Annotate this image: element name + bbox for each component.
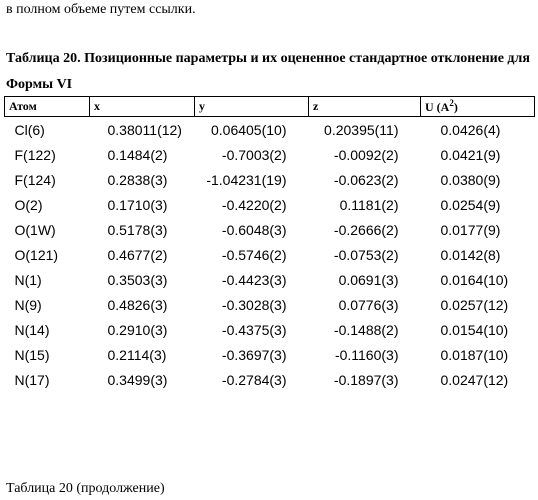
cell-u: 0.0380(9) [421, 167, 535, 192]
header-x: x [90, 97, 195, 117]
header-u: U (A2) [421, 97, 535, 117]
cell-x: 0.3499(3) [90, 367, 195, 392]
positional-parameters-table: Атом x y z U (A2) Cl(6)0.38011(12)0.0640… [4, 96, 535, 392]
cell-atom: N(9) [5, 292, 90, 317]
table-row: N(14)0.2910(3)-0.4375(3)-0.1488(2)0.0154… [5, 317, 535, 342]
cell-atom: O(1W) [5, 217, 90, 242]
cell-atom: F(124) [5, 167, 90, 192]
cell-u: 0.0177(9) [421, 217, 535, 242]
cell-x: 0.2114(3) [90, 342, 195, 367]
table-row: F(122)0.1484(2)-0.7003(2)-0.0092(2)0.042… [5, 142, 535, 167]
cell-y: -0.4220(2) [195, 192, 309, 217]
cell-u: 0.0257(12) [421, 292, 535, 317]
table-row: N(17)0.3499(3)-0.2784(3)-0.1897(3)0.0247… [5, 367, 535, 392]
cell-x: 0.38011(12) [90, 117, 195, 143]
intro-text-fragment: в полном объеме путем ссылки. [6, 2, 196, 18]
table-row: O(121)0.4677(2)-0.5746(2)-0.0753(2)0.014… [5, 242, 535, 267]
header-u-prefix: U (A [425, 100, 449, 114]
cell-y: -0.6048(3) [195, 217, 309, 242]
cell-z: -0.1160(3) [309, 342, 421, 367]
header-u-suffix: ) [454, 100, 458, 114]
header-y: y [195, 97, 309, 117]
cell-y: -0.5746(2) [195, 242, 309, 267]
cell-z: -0.1897(3) [309, 367, 421, 392]
cell-x: 0.3503(3) [90, 267, 195, 292]
cell-x: 0.1710(3) [90, 192, 195, 217]
cell-y: -0.2784(3) [195, 367, 309, 392]
table-row: O(2)0.1710(3)-0.4220(2)0.1181(2)0.0254(9… [5, 192, 535, 217]
cell-z: 0.1181(2) [309, 192, 421, 217]
cell-x: 0.4677(2) [90, 242, 195, 267]
table-row: O(1W)0.5178(3)-0.6048(3)-0.2666(2)0.0177… [5, 217, 535, 242]
cell-z: 0.0776(3) [309, 292, 421, 317]
cell-atom: Cl(6) [5, 117, 90, 143]
cell-y: -0.4375(3) [195, 317, 309, 342]
cell-z: 0.20395(11) [309, 117, 421, 143]
cell-atom: O(2) [5, 192, 90, 217]
cell-atom: O(121) [5, 242, 90, 267]
cell-z: -0.2666(2) [309, 217, 421, 242]
cell-z: -0.0623(2) [309, 167, 421, 192]
header-atom: Атом [5, 97, 90, 117]
cell-y: -0.4423(3) [195, 267, 309, 292]
table-row: N(1)0.3503(3)-0.4423(3)0.0691(3)0.0164(1… [5, 267, 535, 292]
cell-y: 0.06405(10) [195, 117, 309, 143]
table-header-row: Атом x y z U (A2) [5, 97, 535, 117]
cell-x: 0.4826(3) [90, 292, 195, 317]
cell-z: -0.0092(2) [309, 142, 421, 167]
table-continuation-caption: Таблица 20 (продолжение) [6, 481, 165, 497]
cell-x: 0.1484(2) [90, 142, 195, 167]
cell-z: 0.0691(3) [309, 267, 421, 292]
cell-y: -1.04231(19) [195, 167, 309, 192]
cell-atom: N(1) [5, 267, 90, 292]
cell-z: -0.0753(2) [309, 242, 421, 267]
cell-u: 0.0154(10) [421, 317, 535, 342]
cell-u: 0.0142(8) [421, 242, 535, 267]
cell-atom: N(17) [5, 367, 90, 392]
cell-y: -0.3028(3) [195, 292, 309, 317]
table-row: N(9)0.4826(3)-0.3028(3)0.0776(3)0.0257(1… [5, 292, 535, 317]
table-row: Cl(6)0.38011(12)0.06405(10)0.20395(11)0.… [5, 117, 535, 143]
cell-u: 0.0247(12) [421, 367, 535, 392]
cell-u: 0.0421(9) [421, 142, 535, 167]
table-title: Таблица 20. Позиционные параметры и их о… [6, 46, 536, 98]
cell-atom: N(15) [5, 342, 90, 367]
cell-u: 0.0426(4) [421, 117, 535, 143]
cell-atom: N(14) [5, 317, 90, 342]
cell-y: -0.3697(3) [195, 342, 309, 367]
table-row: F(124)0.2838(3)-1.04231(19)-0.0623(2)0.0… [5, 167, 535, 192]
cell-atom: F(122) [5, 142, 90, 167]
cell-u: 0.0254(9) [421, 192, 535, 217]
cell-y: -0.7003(2) [195, 142, 309, 167]
cell-z: -0.1488(2) [309, 317, 421, 342]
header-z: z [309, 97, 421, 117]
cell-x: 0.2910(3) [90, 317, 195, 342]
cell-u: 0.0164(10) [421, 267, 535, 292]
table-row: N(15)0.2114(3)-0.3697(3)-0.1160(3)0.0187… [5, 342, 535, 367]
cell-x: 0.5178(3) [90, 217, 195, 242]
cell-x: 0.2838(3) [90, 167, 195, 192]
cell-u: 0.0187(10) [421, 342, 535, 367]
